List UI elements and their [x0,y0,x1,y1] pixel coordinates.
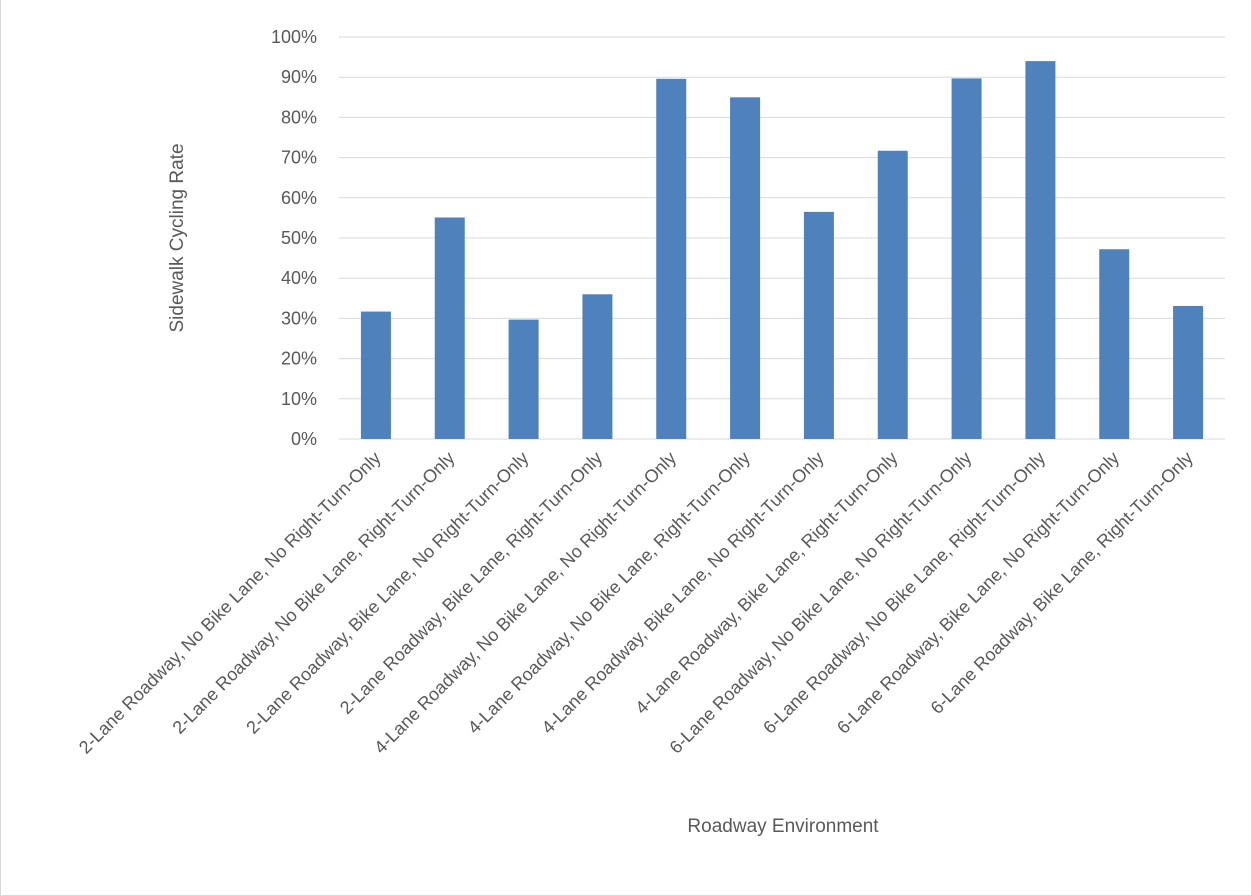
x-axis-ticks: 2-Lane Roadway, No Bike Lane, No Right-T… [75,448,1197,758]
gridlines [339,36,1225,440]
y-tick-label: 70% [281,148,317,168]
x-axis-title: Roadway Environment [687,816,879,837]
x-tick-label: 2-Lane Roadway, Bike Lane, Right-Turn-On… [336,448,606,718]
x-tick-label: 4-Lane Roadway, Bike Lane, Right-Turn-On… [631,448,901,718]
y-tick-label: 60% [281,188,317,208]
y-tick-label: 20% [281,349,317,369]
bar [877,150,908,440]
y-tick-label: 40% [281,268,317,288]
y-tick-label: 0% [291,429,317,449]
y-tick-label: 90% [281,67,317,87]
bar [1025,61,1056,440]
x-tick-label: 6-Lane Roadway, Bike Lane, No Right-Turn… [833,448,1123,738]
x-tick-label: 4-Lane Roadway, No Bike Lane, Right-Turn… [464,448,754,738]
x-tick-label: 6-Lane Roadway, Bike Lane, Right-Turn-On… [927,448,1197,718]
bar [951,78,982,439]
bar [360,311,391,439]
y-tick-label: 100% [271,27,317,47]
y-tick-label: 50% [281,228,317,248]
y-tick-label: 80% [281,107,317,127]
bar [434,217,465,439]
x-tick-label: 4-Lane Roadway, Bike Lane, No Right-Turn… [538,448,828,738]
x-tick-label: 2-Lane Roadway, No Bike Lane, No Right-T… [75,448,385,758]
x-tick-label: 2-Lane Roadway, No Bike Lane, Right-Turn… [169,448,459,738]
bar [656,78,687,440]
bar [730,97,761,440]
y-axis-title: Sidewalk Cycling Rate [167,143,188,332]
y-tick-label: 10% [281,389,317,409]
bar [582,294,613,439]
x-tick-label: 6-Lane Roadway, No Bike Lane, Right-Turn… [759,448,1049,738]
y-axis-ticks: 0% 10% 20% 30% 40% 50% 60% 70% 80% 90% 100% [271,27,317,449]
bar [1173,305,1204,439]
bar [1099,249,1130,439]
bar [508,319,539,439]
y-tick-label: 30% [281,308,317,328]
bar [803,211,834,439]
x-tick-label: 2-Lane Roadway, Bike Lane, No Right-Turn… [242,448,532,738]
bars [360,61,1204,440]
